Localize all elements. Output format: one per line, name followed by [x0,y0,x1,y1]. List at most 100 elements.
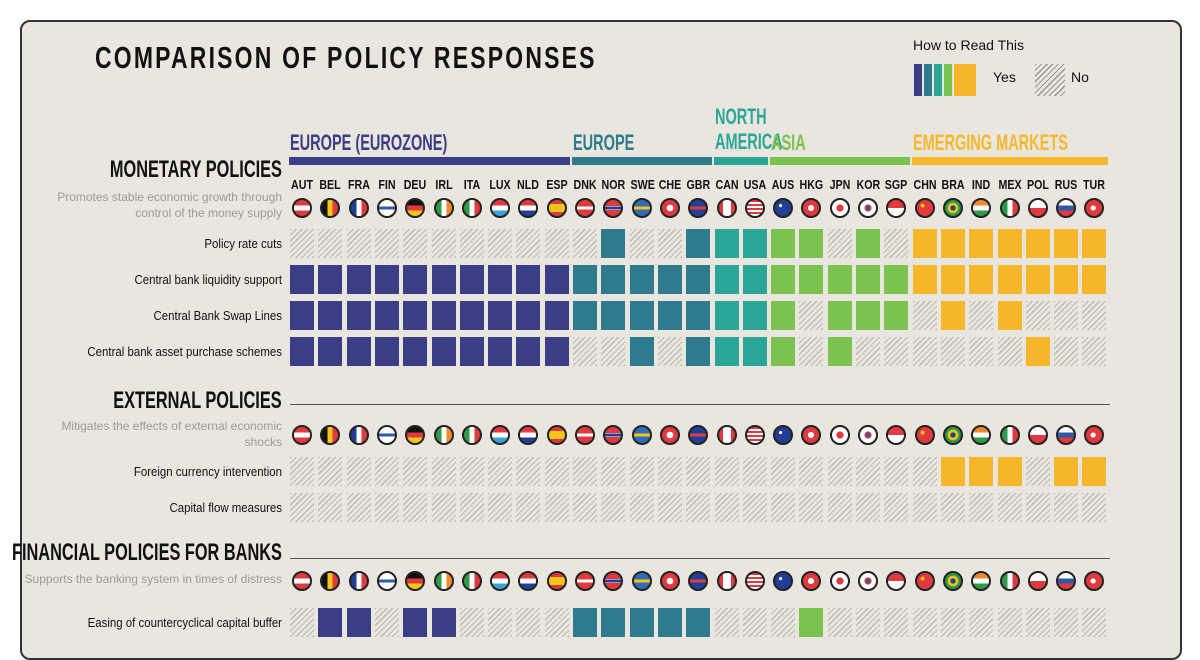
cell-no [431,457,456,486]
italy-flag [461,198,482,218]
cell-yes [290,265,314,294]
cell-yes [714,337,739,366]
cell-no [290,457,314,486]
cell-no [856,608,880,637]
cell-yes [346,301,371,330]
cell-no [912,493,937,522]
region-label: EMERGING MARKETS [912,130,1068,155]
cell-no [290,229,314,258]
cell-yes [856,229,880,258]
cell-yes [771,337,796,366]
cell-no [318,493,343,522]
cell-yes [488,337,513,366]
cell-no [940,337,965,366]
cell-no [827,493,852,522]
finland-flag [376,425,397,445]
cell-yes [488,301,513,330]
spain-flag [546,571,567,591]
country-code: FIN [378,177,396,192]
cell-yes [856,265,880,294]
india-flag [971,198,992,218]
cell-no [1054,608,1079,637]
cell-yes [714,301,739,330]
section-title: FINANCIAL POLICIES FOR BANKS [12,539,282,566]
cell-yes [686,229,711,258]
country-code: SWE [630,177,655,192]
cell-no [516,457,541,486]
cell-no [714,457,739,486]
cell-no [742,457,767,486]
uk-flag [688,425,709,445]
legend-yes-swatch [914,64,922,96]
cell-yes [346,265,371,294]
cell-no [997,608,1022,637]
cell-yes [742,229,767,258]
region-bar [911,157,1108,165]
cell-yes [290,337,314,366]
usa-flag [744,198,765,218]
cell-no [403,229,428,258]
japan-flag [829,425,850,445]
cell-yes [686,265,711,294]
russia-flag [1056,198,1077,218]
country-code: IRL [434,177,453,192]
country-code: ITA [463,177,480,192]
country-code: RUS [1054,177,1078,192]
cell-no [771,608,796,637]
region-label: ASIA [771,130,806,155]
cell-yes [714,229,739,258]
cell-no [856,337,880,366]
ireland-flag [433,571,454,591]
brazil-flag [942,198,963,218]
korea-flag [858,425,878,445]
cell-yes [1025,337,1050,366]
cell-no [290,493,314,522]
cell-yes [940,301,965,330]
sweden-flag [631,425,652,445]
country-code: FRA [347,177,370,192]
cell-yes [997,229,1022,258]
cell-yes [374,301,399,330]
cell-yes [459,301,484,330]
belgium-flag [320,571,341,591]
cell-yes [742,301,767,330]
cell-no [544,229,569,258]
belgium-flag [320,425,341,445]
russia-flag [1056,571,1077,591]
legend-yes-swatch [934,64,942,96]
canada-flag [716,425,737,445]
cell-no [346,229,371,258]
cell-yes [459,337,484,366]
mexico-flag [999,425,1020,445]
cell-yes [686,337,711,366]
cell-no [912,337,937,366]
legend-yes-swatch [924,64,932,96]
ireland-flag [433,425,454,445]
cell-yes [969,457,994,486]
spain-flag [546,425,567,445]
country-code: ESP [546,177,568,192]
mexico-flag [999,571,1020,591]
cell-no [488,608,513,637]
cell-yes [629,265,654,294]
usa-flag [744,571,765,591]
legend-no-swatch [1035,64,1065,96]
cell-no [884,608,909,637]
cell-no [714,493,739,522]
australia-flag [773,425,794,445]
cell-yes [601,265,626,294]
cell-no [742,493,767,522]
cell-yes [290,301,314,330]
legend-title: How to Read This [913,37,1025,53]
cell-no [884,493,909,522]
cell-yes [912,229,937,258]
cell-no [374,608,399,637]
cell-no [1082,608,1107,637]
country-code: DEU [403,177,427,192]
country-code: NLD [517,177,540,192]
country-code: CAN [715,177,739,192]
legend-no-label: No [1071,69,1089,85]
section-title: MONETARY POLICIES [110,156,282,183]
uk-flag [688,198,709,218]
cell-yes [1082,229,1107,258]
